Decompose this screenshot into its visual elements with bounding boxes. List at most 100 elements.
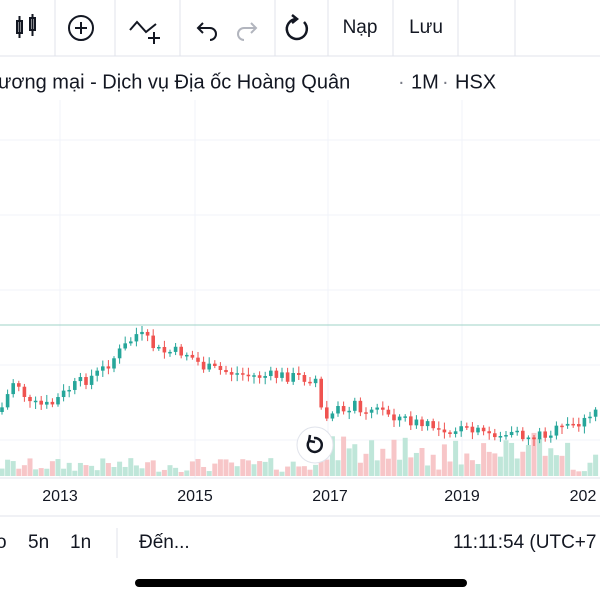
- candle-body: [392, 414, 396, 421]
- candle-body: [420, 419, 424, 427]
- candle-body: [112, 358, 116, 369]
- candle-body: [588, 416, 592, 419]
- volume-bar: [201, 466, 207, 476]
- volume-bar: [0, 468, 5, 476]
- candle-body: [5, 394, 10, 408]
- candle-body: [151, 335, 155, 349]
- volume-bar: [245, 460, 251, 476]
- volume-bar: [178, 471, 184, 476]
- volume-bars: [0, 432, 599, 476]
- candle-body: [336, 406, 340, 414]
- volume-bar: [481, 443, 487, 476]
- candle-body: [381, 407, 385, 410]
- candle-body: [95, 370, 99, 376]
- goto-date[interactable]: Đến...: [139, 532, 190, 553]
- compare-icon[interactable]: [129, 20, 160, 44]
- candle-body: [241, 373, 245, 375]
- candle-body: [0, 407, 4, 412]
- volume-bar: [268, 458, 274, 476]
- candle-body: [168, 351, 172, 354]
- candle-body: [493, 433, 497, 438]
- reset-chart-button[interactable]: [296, 426, 334, 464]
- volume-bar: [161, 469, 167, 476]
- candle-body: [106, 366, 111, 369]
- candle-body: [325, 407, 329, 419]
- home-indicator: [135, 579, 467, 587]
- candle-body: [453, 431, 458, 434]
- candle-body: [173, 346, 178, 352]
- candle-body: [521, 430, 525, 440]
- candle-body: [39, 400, 43, 405]
- candle-body: [252, 375, 256, 377]
- volume-bar: [380, 448, 386, 476]
- candle-body: [302, 375, 307, 382]
- volume-bar: [206, 471, 212, 476]
- volume-bar: [240, 459, 246, 476]
- range-button[interactable]: 5n: [28, 532, 49, 553]
- candle-body: [425, 421, 430, 427]
- volume-bar: [38, 468, 44, 476]
- volume-bar: [419, 448, 425, 476]
- candle-body: [190, 354, 195, 358]
- volume-bar: [251, 464, 257, 476]
- candle-body: [442, 429, 447, 433]
- candle-body: [291, 373, 295, 382]
- candle-body: [263, 376, 267, 378]
- candle-body: [117, 348, 122, 359]
- candle-body: [45, 401, 49, 405]
- reset-icon[interactable]: [285, 14, 309, 41]
- volume-bar: [391, 439, 397, 476]
- candle-body: [369, 409, 374, 413]
- candle-body: [375, 407, 379, 410]
- volume-bar: [5, 459, 11, 476]
- volume-bar: [111, 466, 117, 476]
- candle-body: [341, 406, 346, 412]
- volume-bar: [576, 471, 582, 476]
- candle-icon[interactable]: [16, 14, 36, 38]
- chart-title: ương mại - Dịch vụ Địa ốc Hoàng Quân: [0, 71, 350, 93]
- volume-bar: [553, 455, 559, 476]
- volume-bar: [531, 432, 537, 476]
- volume-bar: [173, 467, 179, 476]
- volume-bar: [117, 461, 123, 476]
- candles: [0, 325, 598, 447]
- x-tick-label: 2019: [444, 488, 480, 505]
- candle-body: [515, 430, 519, 433]
- volume-bar: [514, 458, 520, 476]
- candle-body: [84, 377, 88, 385]
- volume-bar: [44, 468, 50, 476]
- volume-bar: [329, 436, 335, 476]
- candle-body: [134, 334, 139, 342]
- volume-bar: [548, 448, 554, 476]
- candle-body: [157, 346, 161, 349]
- volume-bar: [570, 469, 576, 476]
- exchange: HSX: [455, 71, 496, 93]
- volume-bar: [413, 452, 419, 476]
- range-button[interactable]: o: [0, 532, 7, 553]
- x-tick-label: 2017: [312, 488, 348, 505]
- volume-bar: [593, 454, 599, 476]
- candle-body: [33, 400, 38, 403]
- load-button[interactable]: Nạp: [343, 17, 378, 38]
- volume-bar: [122, 466, 128, 476]
- candle-body: [140, 331, 144, 335]
- candle-body: [448, 432, 452, 434]
- volume-bar: [77, 462, 83, 476]
- bottom-bar: o 5n 1n Đến... 11:11:54 (UTC+7: [0, 528, 596, 558]
- x-tick-label: 202: [570, 488, 597, 505]
- volume-bar: [49, 461, 55, 476]
- save-button[interactable]: Lưu: [409, 17, 443, 38]
- candle-body: [11, 383, 15, 395]
- volume-bar: [469, 460, 475, 476]
- candle-body: [347, 410, 351, 413]
- volume-bar: [542, 455, 548, 476]
- volume-bar: [133, 465, 139, 476]
- add-indicator-icon[interactable]: [68, 15, 94, 41]
- range-button[interactable]: 1n: [70, 532, 91, 553]
- candle-body: [89, 375, 94, 385]
- undo-icon[interactable]: [196, 22, 217, 41]
- volume-bar: [229, 462, 235, 476]
- volume-bar: [195, 458, 201, 476]
